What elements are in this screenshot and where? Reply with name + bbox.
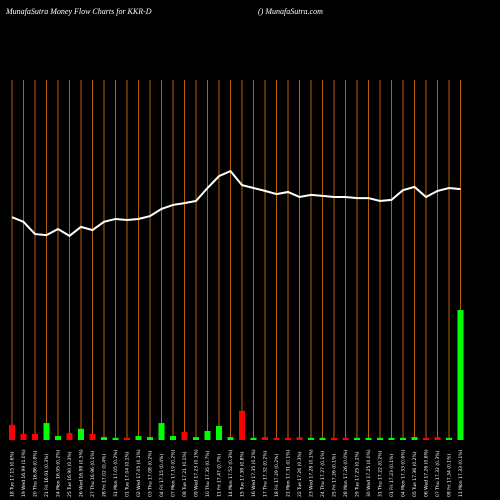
bar (331, 437, 337, 440)
bar (170, 436, 176, 440)
chart-subtitle: () MunafaSutra.com (258, 7, 323, 16)
x-tick-label: 18 Fri 17.29 (0.2%) (274, 454, 280, 497)
money-flow-line (11, 169, 461, 238)
bar (377, 437, 383, 440)
bar (388, 437, 395, 440)
x-tick-label: 31 Mon 17.05 (0.2%) (113, 449, 119, 497)
x-tick-label: 28 Fri 17.02 (0.4%) (102, 454, 108, 497)
x-tick-label: 27 Thu 16.96 (0.1%) (90, 450, 96, 497)
bar (446, 437, 452, 440)
x-tick-label: 21 Fri 16.91 (0.3%) (44, 454, 50, 497)
bar (147, 437, 153, 440)
x-tick-label: 05 Tue 17.36 (0.2%) (412, 451, 418, 497)
x-tick-label: 02 Wed 17.05 (0.1%) (136, 449, 142, 497)
x-tick-label: 23 Wed 17.28 (0.1%) (309, 449, 315, 497)
x-tick-label: 06 Wed 17.26 (0.6%) (424, 449, 430, 497)
bar (158, 423, 165, 440)
bar (66, 433, 73, 440)
bar (193, 437, 199, 440)
x-tick-label: 31 Thu 17.22 (0.2%) (378, 450, 384, 497)
bar (181, 432, 188, 440)
x-tick-label: 20 Thu 16.86 (0.8%) (33, 450, 39, 497)
x-tick-label: 29 Tue 17.25 (0.1%) (355, 451, 361, 497)
bar (135, 436, 142, 440)
x-tick-label: 28 Mon 17.26 (0.0%) (343, 449, 349, 497)
bar (78, 428, 84, 440)
bar (285, 437, 291, 440)
bar (101, 437, 107, 440)
x-tick-label: 25 Fri 17.26 (0.1%) (332, 454, 338, 497)
x-tick-label: 30 Wed 17.25 (0.0%) (366, 449, 372, 497)
bar (20, 433, 27, 440)
bar (9, 424, 15, 440)
bar (365, 437, 372, 440)
bar (262, 437, 268, 440)
bar (354, 437, 360, 440)
bar (342, 437, 349, 440)
x-tick-label: 17 Thu 17.32 (0.2%) (263, 450, 269, 497)
x-tick-label: 03 Thu 17.08 (0.2%) (148, 450, 154, 497)
x-tick-label: 22 Tue 17.26 (0.3%) (297, 451, 303, 497)
x-tick-label: 07 Mon 17.19 (0.2%) (171, 449, 177, 497)
x-tick-label: 08 Tue 17.21 (0.1%) (182, 451, 188, 497)
chart-title: MunafaSutra Money Flow Charts for KKR-D (5, 7, 152, 16)
bar (457, 310, 464, 440)
bar (204, 431, 211, 440)
bar (124, 437, 130, 440)
bar (89, 433, 96, 440)
bar (112, 437, 119, 440)
bar (239, 410, 245, 440)
x-tick-label: 21 Mon 17.31 (0.1%) (286, 449, 292, 497)
x-tick-label: 10 Thu 17.35 (0.7%) (205, 450, 211, 497)
bar (216, 425, 222, 440)
bar (434, 437, 441, 440)
x-tick-label: 15 Tue 17.38 (0.8%) (240, 451, 246, 497)
bar (32, 433, 38, 440)
bar (423, 437, 429, 440)
x-tick-label: 16 Wed 17.35 (0.2%) (251, 449, 257, 497)
bar (273, 437, 280, 440)
bar (250, 437, 257, 440)
x-tick-label: 25 Tue 16.90 (0.3%) (67, 451, 73, 497)
x-tick-label: 04 Mon 17.33 (0.6%) (401, 449, 407, 497)
bar (319, 437, 326, 440)
bar (43, 423, 50, 440)
x-tick-label: 18 Tue 17.15 (0.6%) (10, 451, 16, 497)
x-tick-label: 24 Mon 16.95 (0.2%) (56, 449, 62, 497)
x-tick-label: 08 Fri 17.34 (0.1%) (447, 454, 453, 497)
bar (400, 437, 406, 440)
bar (55, 436, 61, 440)
bar (308, 437, 314, 440)
x-tick-label: 07 Thu 17.32 (0.3%) (435, 450, 441, 497)
x-tick-label: 09 Wed 17.23 (0.1%) (194, 449, 200, 497)
x-tick-label: 26 Wed 16.98 (0.5%) (79, 449, 85, 497)
bar (227, 437, 234, 440)
x-tick-label: 14 Mon 17.52 (0.3%) (228, 449, 234, 497)
x-tick-label: 01 Fri 17.23 (0.1%) (389, 454, 395, 497)
x-tick-label: 11 Fri 17.47 (0.7%) (217, 454, 223, 497)
x-tick-label: 04 Fri 17.15 (0.4%) (159, 454, 165, 497)
bar (296, 437, 303, 440)
x-tick-label: 24 Thu 17.27 (0.1%) (320, 450, 326, 497)
x-tick-label: 01 Tue 17.04 (0.1%) (125, 451, 131, 497)
x-tick-label: 19 Wed 16.99 (1.0%) (21, 449, 27, 497)
bar (411, 437, 418, 440)
x-tick-label: 11 Mon 17.33 (0.1%) (458, 449, 464, 497)
